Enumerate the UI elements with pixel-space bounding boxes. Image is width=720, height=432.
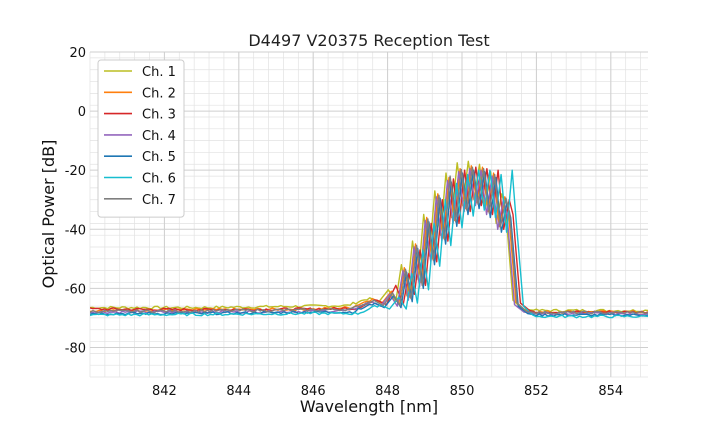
series-line-7 <box>90 166 648 315</box>
y-tick-label: -80 <box>65 341 86 356</box>
legend-label: Ch. 2 <box>142 86 176 101</box>
y-axis-label: Optical Power [dB] <box>39 140 58 289</box>
legend: Ch. 1 Ch. 2 Ch. 3 Ch. 4 Ch. 5 Ch. 6 Ch. 7 <box>97 59 185 218</box>
y-tick-label: 20 <box>69 46 86 61</box>
x-tick-label: 844 <box>226 384 251 399</box>
x-tick-label: 854 <box>598 384 623 399</box>
legend-label: Ch. 1 <box>142 65 176 80</box>
tick-labels: 842 844 846 848 850 852 854 20 0 -20 -40 -60 -80 <box>65 46 623 399</box>
x-tick-label: 848 <box>375 384 400 399</box>
legend-label: Ch. 7 <box>142 193 176 208</box>
y-tick-label: 0 <box>78 105 86 120</box>
legend-label: Ch. 6 <box>142 172 176 187</box>
y-tick-label: -20 <box>65 164 86 179</box>
y-tick-label: -40 <box>65 223 86 238</box>
x-tick-label: 850 <box>450 384 475 399</box>
legend-label: Ch. 4 <box>142 129 176 144</box>
legend-label: Ch. 5 <box>142 150 176 165</box>
x-tick-label: 842 <box>152 384 177 399</box>
chart-title: D4497 V20375 Reception Test <box>248 31 489 50</box>
series-line-6 <box>90 169 648 319</box>
x-tick-label: 846 <box>301 384 326 399</box>
legend-label: Ch. 3 <box>142 108 176 123</box>
y-tick-label: -60 <box>65 282 86 297</box>
x-tick-label: 852 <box>524 384 549 399</box>
series-lines <box>90 160 648 319</box>
x-axis-label: Wavelength [nm] <box>300 397 438 416</box>
legend-items: Ch. 1 Ch. 2 Ch. 3 Ch. 4 Ch. 5 Ch. 6 Ch. 7 <box>104 65 176 208</box>
